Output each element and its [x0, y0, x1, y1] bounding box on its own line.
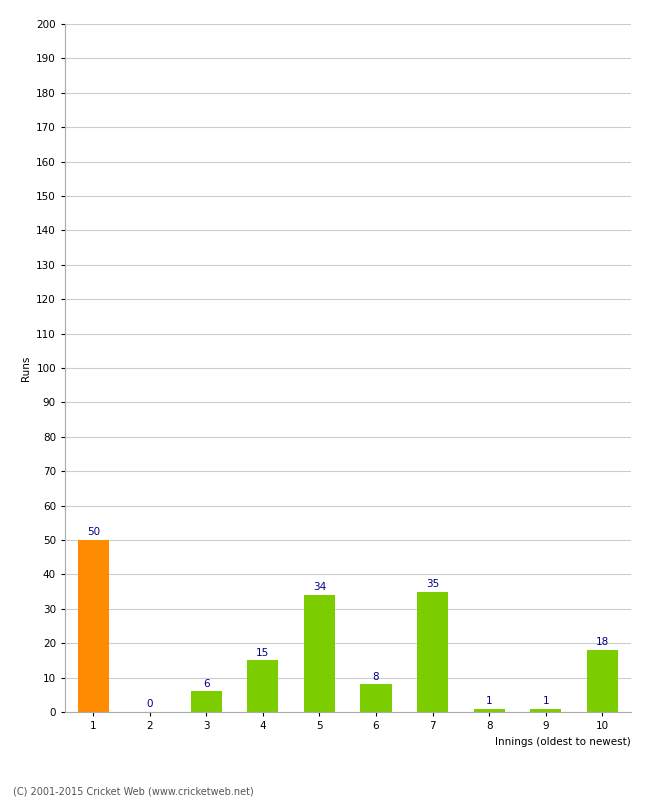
Text: 18: 18	[595, 638, 609, 647]
Bar	[474, 709, 504, 712]
Text: (C) 2001-2015 Cricket Web (www.cricketweb.net): (C) 2001-2015 Cricket Web (www.cricketwe…	[13, 786, 254, 796]
Text: 34: 34	[313, 582, 326, 592]
Y-axis label: Runs: Runs	[21, 355, 31, 381]
X-axis label: Innings (oldest to newest): Innings (oldest to newest)	[495, 737, 630, 746]
Bar	[530, 709, 561, 712]
Bar	[304, 595, 335, 712]
Text: 1: 1	[486, 696, 493, 706]
Text: 1: 1	[542, 696, 549, 706]
Text: 15: 15	[256, 648, 270, 658]
Bar	[361, 685, 391, 712]
Bar	[417, 592, 448, 712]
Text: 35: 35	[426, 579, 439, 589]
Text: 8: 8	[372, 672, 380, 682]
Bar	[191, 691, 222, 712]
Bar	[587, 650, 618, 712]
Bar	[248, 661, 278, 712]
Text: 0: 0	[146, 699, 153, 710]
Text: 6: 6	[203, 678, 210, 689]
Bar	[78, 540, 109, 712]
Text: 50: 50	[86, 527, 100, 538]
